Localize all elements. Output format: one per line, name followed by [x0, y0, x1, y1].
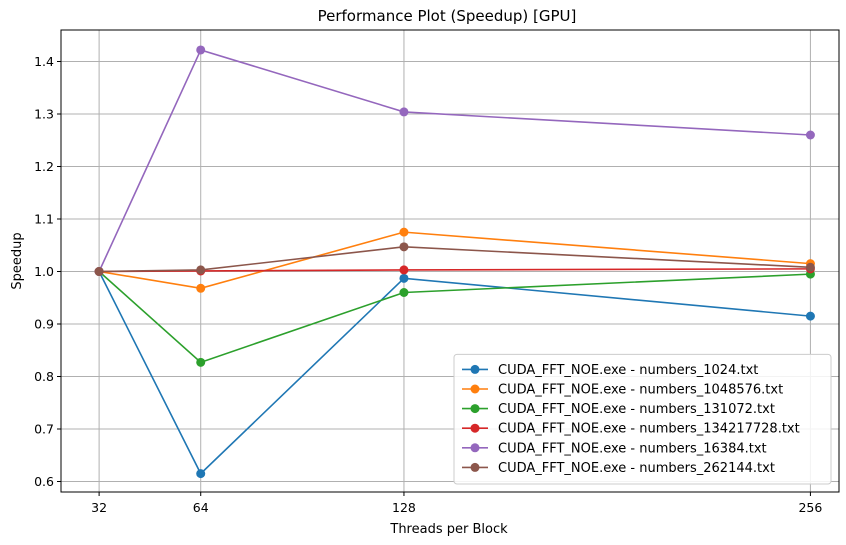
x-tick-label: 32: [91, 500, 107, 515]
data-point: [399, 265, 409, 275]
x-tick-label: 256: [798, 500, 822, 515]
legend-label: CUDA_FFT_NOE.exe - numbers_131072.txt: [498, 402, 775, 417]
series-layer: [94, 45, 815, 479]
legend-marker: [470, 443, 480, 453]
x-tick-label: 128: [392, 500, 416, 515]
y-tick-label: 1.3: [34, 107, 54, 122]
data-point: [196, 265, 206, 275]
data-point: [196, 357, 206, 367]
series-line: [98, 270, 811, 364]
plot-frame: [60, 29, 840, 493]
legend-item: CUDA_FFT_NOE.exe - numbers_262144.txt: [462, 461, 775, 476]
series-line: [99, 246, 811, 273]
y-tick-label: 1.2: [34, 159, 54, 174]
legend-marker: [470, 462, 480, 472]
series-line: [98, 231, 811, 290]
data-point: [805, 311, 815, 321]
legend-label: CUDA_FFT_NOE.exe - numbers_1024.txt: [498, 363, 758, 378]
data-point: [399, 288, 409, 297]
legend-item: CUDA_FFT_NOE.exe - numbers_1048576.txt: [462, 383, 783, 398]
y-tick-label: 0.6: [34, 474, 54, 489]
legend-label: CUDA_FFT_NOE.exe - numbers_16384.txt: [498, 441, 767, 456]
legend-label: CUDA_FFT_NOE.exe - numbers_262144.txt: [498, 461, 775, 476]
data-point: [399, 273, 409, 283]
series-group: [94, 242, 815, 276]
data-point: [196, 45, 206, 55]
y-axis: 0.6 0.7 0.8 0.9 1.0 1.1 1.2 1.3 1.4: [34, 54, 61, 489]
series-group: [94, 45, 815, 276]
y-tick-label: 1.1: [34, 212, 54, 227]
x-tick-label: 64: [193, 500, 209, 515]
legend-label: CUDA_FFT_NOE.exe - numbers_1048576.txt: [498, 383, 783, 398]
data-point: [399, 107, 409, 117]
legend-marker: [470, 423, 480, 433]
legend-item: CUDA_FFT_NOE.exe - numbers_16384.txt: [462, 441, 767, 456]
data-point: [196, 469, 206, 479]
x-axis-title: Threads per Block: [389, 522, 508, 537]
y-axis-title: Speedup: [10, 232, 25, 289]
y-tick-label: 0.9: [34, 317, 54, 332]
data-point: [94, 267, 104, 276]
legend-marker: [470, 404, 480, 414]
data-point: [196, 283, 206, 293]
y-tick-label: 0.7: [34, 422, 54, 437]
series-line: [98, 48, 811, 272]
data-point: [399, 242, 409, 252]
legend-box: [453, 353, 832, 485]
legend-item: CUDA_FFT_NOE.exe - numbers_131072.txt: [462, 402, 775, 417]
legend: CUDA_FFT_NOE.exe - numbers_1024.txt CUDA_…: [453, 353, 832, 485]
legend-label: CUDA_FFT_NOE.exe - numbers_134217728.txt: [498, 422, 800, 437]
series-group: [94, 267, 815, 367]
data-point: [805, 130, 815, 140]
data-point: [399, 227, 409, 237]
x-axis: 32 64 128 256: [91, 492, 822, 515]
data-point: [805, 262, 815, 272]
y-tick-label: 0.8: [34, 369, 54, 384]
legend-marker: [470, 364, 480, 374]
y-tick-label: 1.4: [34, 54, 54, 69]
legend-item: CUDA_FFT_NOE.exe - numbers_134217728.txt: [462, 422, 800, 437]
chart-title: Performance Plot (Speedup) [GPU]: [318, 7, 577, 25]
legend-item: CUDA_FFT_NOE.exe - numbers_1024.txt: [462, 363, 758, 378]
series-line: [98, 271, 811, 475]
grid: [61, 30, 839, 492]
legend-marker: [470, 384, 480, 394]
y-tick-label: 1.0: [34, 264, 54, 279]
